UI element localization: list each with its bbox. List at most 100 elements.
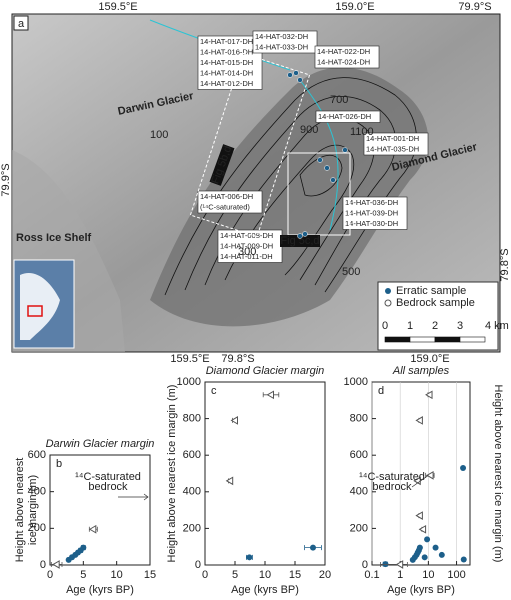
sample-label: 14-HAT-030-DH (345, 219, 398, 228)
panel-label-box (13, 15, 29, 31)
x-tick-label: 15 (144, 569, 156, 581)
chart-title: Darwin Glacier margin (46, 438, 155, 450)
bedrock-point (52, 560, 60, 569)
y-axis-label: Height above nearest (14, 458, 26, 563)
inset-box (27, 305, 43, 317)
x-tick-label: 0.1 (364, 569, 379, 581)
plot-frame (204, 381, 326, 566)
bedrock-point (230, 416, 238, 425)
y-tick-label: 1000 (177, 376, 201, 388)
x-tick-label: 10 (422, 569, 434, 581)
coord-label: 159.0°E (410, 353, 449, 365)
annotation: ¹⁴C-saturated bedrock (75, 471, 141, 493)
sample-box (342, 196, 408, 230)
scale-label: 2 (432, 320, 438, 332)
y-tick-label: 400 (350, 486, 368, 498)
map-sample (297, 77, 303, 83)
erratic-point (424, 536, 431, 543)
y-tick-label: 200 (183, 522, 201, 534)
x-tick-label: 0 (202, 569, 208, 581)
erratic-point (246, 554, 253, 561)
sample-box (315, 110, 381, 123)
erratic-point (432, 544, 439, 551)
x-tick-label: 100 (447, 569, 465, 581)
plot-frame (49, 454, 151, 566)
x-tick-label: 5 (232, 569, 238, 581)
sample-label: 14-HAT-016-DH (200, 47, 253, 56)
fig-frame (189, 52, 311, 238)
y-axis-label: Height above nearest ice margin (m) (492, 385, 504, 563)
x-tick-label: 5 (80, 569, 86, 581)
y-axis-label: ice margin (m) (27, 475, 39, 545)
panel-label: a (18, 18, 25, 30)
y-tick-label: 800 (350, 413, 368, 425)
x-tick-label: 1 (397, 569, 403, 581)
erratic-point (416, 544, 423, 551)
x-axis-label: Age (kyrs BP) (387, 584, 455, 596)
fig-label: Fig 5c,d (280, 235, 319, 247)
x-tick-label: 20 (319, 569, 331, 581)
panel-label: c (211, 385, 217, 397)
scale-label: 0 (382, 320, 388, 332)
place-label: Ross Ice Shelf (16, 232, 92, 244)
map-sample (297, 233, 303, 239)
y-tick-label: 600 (350, 449, 368, 461)
panel-label: b (56, 458, 62, 470)
coord-label: 79.9°S (458, 1, 491, 13)
sample-label: 14-HAT-009-DH (220, 241, 273, 250)
fig-label-box (280, 235, 320, 247)
sample-label: 14-HAT-022-DH (317, 47, 370, 56)
y-tick-label: 600 (28, 449, 46, 461)
contour-label: 1100 (350, 126, 374, 138)
map-sample (302, 231, 308, 237)
map-sample (287, 72, 293, 78)
x-tick-label: 15 (289, 569, 301, 581)
y-tick-label: 0 (362, 559, 368, 571)
erratic-point (438, 551, 445, 558)
sample-label: 14-HAT-024-DH (317, 57, 370, 66)
coord-label: 159.5°E (98, 1, 137, 13)
sample-label: 14-HAT-033-DH (255, 42, 308, 51)
sample-box (314, 45, 380, 69)
legend-marker (385, 288, 391, 294)
sample-label: 14-HAT-006-DH (200, 192, 253, 201)
y-axis-label: Height above nearest ice margin (m) (166, 385, 178, 563)
annotation-arrow (118, 493, 149, 501)
scale-label: 3 (457, 320, 463, 332)
sample-label: 14-HAT-001-DH (366, 134, 419, 143)
fig-label-box (209, 144, 235, 186)
y-tick-label: 0 (195, 559, 201, 571)
x-tick-label: 10 (259, 569, 271, 581)
scale-seg (409, 336, 436, 343)
sample-label: 14-HAT-035-DH (366, 144, 419, 153)
annotation: ¹⁴C-saturated bedrock (359, 471, 425, 493)
coord-label: 79.8°S (221, 353, 254, 365)
x-axis-label: Age (kyrs BP) (66, 584, 134, 596)
sample-label: (¹⁴C-saturated) (200, 202, 250, 211)
y-tick-label: 400 (28, 486, 46, 498)
erratic-point (310, 544, 316, 551)
sample-box (197, 190, 263, 214)
coord-label: 159.0°E (335, 1, 374, 13)
sample-box (252, 30, 318, 54)
bedrock-point (395, 560, 404, 569)
scale-label: 1 (407, 320, 413, 332)
coord-label: 159.5°E (170, 353, 209, 365)
scale-label: 4 km (485, 320, 509, 332)
erratic-point (421, 554, 428, 561)
sample-label: 14-HAT-039-DH (345, 208, 398, 217)
y-tick-label: 800 (183, 413, 201, 425)
sample-label: 14-HAT-036-DH (345, 198, 398, 207)
sample-label: 14-HAT-015-DH (200, 58, 253, 67)
map-sample (330, 177, 336, 183)
sample-box (363, 132, 429, 156)
bedrock-point (425, 390, 433, 400)
contour-label: 900 (300, 124, 318, 136)
sample-box (197, 35, 263, 90)
legend-label: Erratic sample (396, 285, 466, 297)
coord-label: 79.9°S (0, 163, 12, 196)
erratic-point (80, 544, 87, 551)
x-axis-label: Age (kyrs BP) (231, 584, 299, 596)
legend-marker (384, 299, 392, 307)
y-tick-label: 0 (40, 559, 46, 571)
